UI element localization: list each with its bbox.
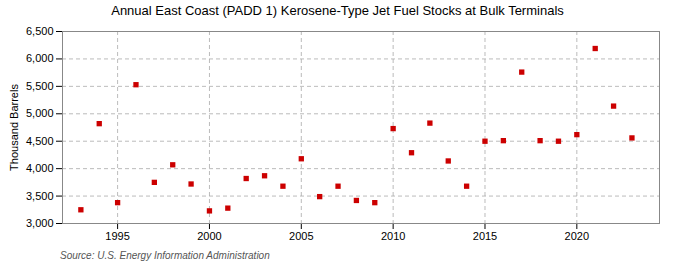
svg-text:5,500: 5,500 xyxy=(26,80,54,92)
svg-text:2020: 2020 xyxy=(565,230,589,242)
svg-text:1995: 1995 xyxy=(105,230,129,242)
svg-text:Thousand Barrels: Thousand Barrels xyxy=(8,84,20,171)
svg-text:6,000: 6,000 xyxy=(26,52,54,64)
svg-text:2010: 2010 xyxy=(381,230,405,242)
svg-text:2000: 2000 xyxy=(197,230,221,242)
svg-text:3,000: 3,000 xyxy=(26,217,54,229)
svg-text:4,000: 4,000 xyxy=(26,162,54,174)
svg-text:5,000: 5,000 xyxy=(26,107,54,119)
svg-text:6,500: 6,500 xyxy=(26,25,54,37)
svg-text:3,500: 3,500 xyxy=(26,190,54,202)
svg-text:2015: 2015 xyxy=(473,230,497,242)
html-text:Source: U.S. Energy Informatio: Source: U.S. Energy Information Administ… xyxy=(60,250,270,261)
html-text:Annual East Coast (PADD 1) Ker: Annual East Coast (PADD 1) Kerosene-Type… xyxy=(111,3,564,18)
svg-text:2005: 2005 xyxy=(289,230,313,242)
svg-text:4,500: 4,500 xyxy=(26,135,54,147)
